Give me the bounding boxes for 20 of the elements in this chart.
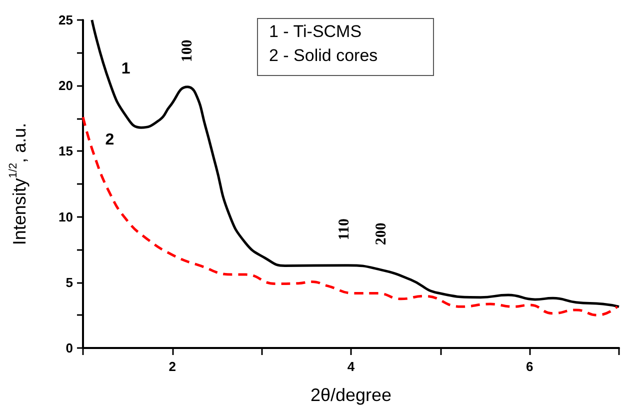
annotation: 110: [336, 218, 353, 240]
y-axis-title: Intensity1/2, a.u.: [8, 122, 30, 246]
annotation: 100: [180, 40, 196, 62]
y-tick-label: 20: [58, 78, 73, 94]
x-tick-label: 6: [526, 359, 534, 374]
annotation: 2 - Solid cores: [269, 46, 378, 66]
series-label: 1: [121, 60, 130, 78]
x-axis-title: 2θ/degree: [310, 385, 392, 405]
y-tick-label: 0: [66, 340, 73, 356]
line-series: [82, 116, 618, 316]
y-tick-label: 25: [58, 12, 73, 28]
line-series: [90, 18, 620, 308]
y-tick-label: 5: [66, 274, 73, 290]
series-label: 2: [105, 131, 114, 148]
y-tick-label: 10: [58, 209, 73, 224]
x-tick-label: 2: [168, 359, 176, 374]
annotation: 1 - Ti-SCMS: [269, 22, 362, 42]
annotation: 200: [373, 222, 390, 246]
x-tick-label: 4: [347, 359, 356, 374]
y-tick-label: 15: [58, 144, 73, 159]
